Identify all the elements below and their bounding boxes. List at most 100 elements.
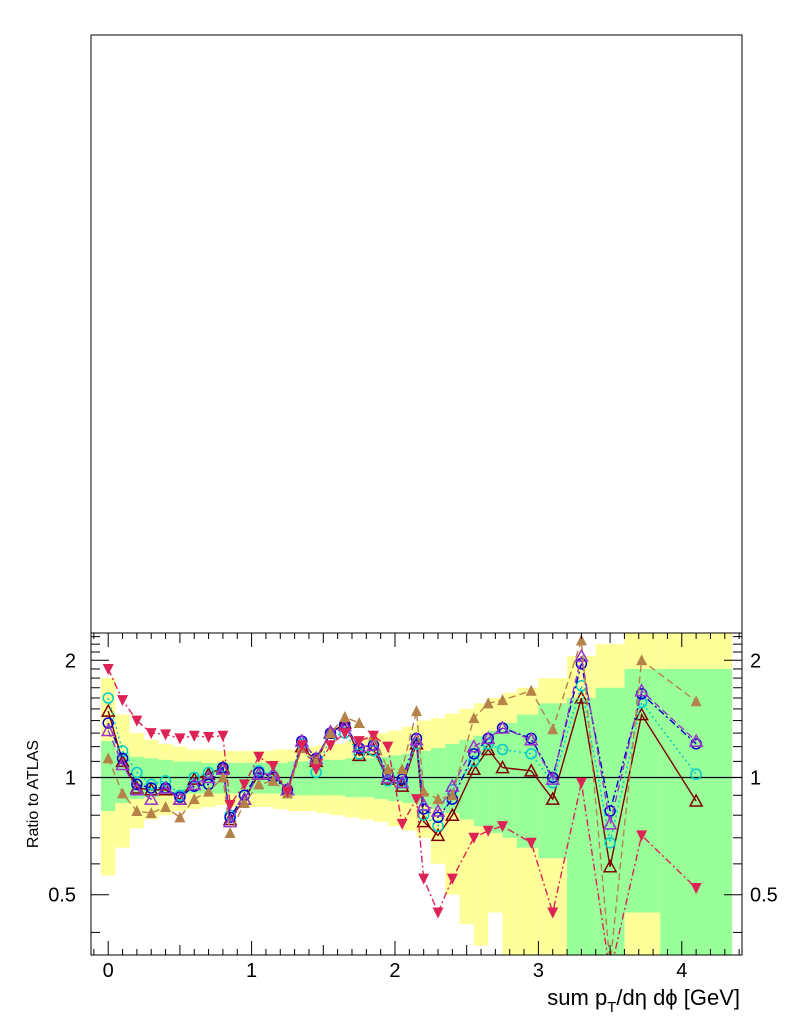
series-4-point-16 <box>324 727 336 739</box>
series-5-point-4 <box>160 729 172 741</box>
series-0 <box>100 690 704 873</box>
series-3-point-32 <box>602 816 618 830</box>
series-0-point-31 <box>574 690 589 704</box>
series-5-point-29 <box>525 837 537 849</box>
band-1-bin-28 <box>502 723 517 838</box>
band-1-bin-9 <box>230 762 245 794</box>
series-5-point-13 <box>281 786 293 798</box>
x-tick-label: 2 <box>389 960 400 982</box>
x-axis-label-main: sum p <box>547 985 607 1010</box>
band-1-bin-0 <box>101 741 116 812</box>
series-3-point-9 <box>222 814 238 828</box>
series-5-point-17 <box>339 728 351 740</box>
series-3-point-18 <box>351 739 367 753</box>
y-tick-label-left: 0.5 <box>48 885 76 907</box>
series-4-point-8 <box>217 771 229 783</box>
series-4-point-30 <box>547 723 559 735</box>
series-5-point-5 <box>174 733 186 745</box>
band-1-bin-34 <box>660 668 732 955</box>
series-5-point-6 <box>188 730 200 742</box>
series-3-point-31 <box>574 648 589 662</box>
series-5-point-1 <box>117 695 129 707</box>
series-5-point-0 <box>102 663 114 675</box>
series-4-point-21 <box>396 763 408 775</box>
series-5-point-34 <box>690 883 702 895</box>
series-5-point-8 <box>217 730 229 742</box>
series-5-point-30 <box>547 907 559 919</box>
ratio-panel: 0 1 2 3 4 0.5 0.5 1 1 2 2 <box>48 632 778 982</box>
series-5-point-9 <box>224 799 236 811</box>
series-4-point-18 <box>353 717 365 729</box>
series-2-point-26 <box>468 748 480 760</box>
series-3-point-26 <box>466 739 482 753</box>
series-5-point-32 <box>605 968 616 979</box>
series-4-point-24 <box>432 793 444 805</box>
series-3-point-7 <box>201 769 216 784</box>
series-5-point-12 <box>267 761 279 773</box>
y-tick-label-right: 1 <box>750 767 761 789</box>
series-4-point-10 <box>238 796 250 808</box>
series-1-point-3 <box>145 778 157 791</box>
series-5-point-31 <box>575 777 587 789</box>
series-0-point-18 <box>351 747 367 762</box>
series-3-point-6 <box>186 776 202 791</box>
series-0-point-25 <box>445 807 460 821</box>
series-2-point-0 <box>102 717 114 729</box>
series-4-point-28 <box>497 694 509 706</box>
series-2-point-32 <box>604 805 616 817</box>
series-4-point-1 <box>117 787 129 799</box>
series-3-point-1 <box>115 756 130 771</box>
band-1-bin-29 <box>516 714 539 848</box>
series-5-point-25 <box>446 873 458 885</box>
series-3-point-34 <box>688 733 704 747</box>
y-tick-label-right: 2 <box>750 650 761 672</box>
main-panel-frame <box>90 34 743 634</box>
series-3-point-23 <box>416 797 431 811</box>
series-3-point-4 <box>158 780 173 794</box>
series-4 <box>102 634 702 970</box>
series-4-point-32 <box>605 959 616 970</box>
series-5-point-18 <box>353 736 365 748</box>
series-0-point-27 <box>480 741 496 756</box>
series-3-point-5 <box>172 791 188 805</box>
ratio-panel-frame <box>90 632 743 956</box>
series-5-point-3 <box>145 728 157 740</box>
x-tick-label: 3 <box>533 960 544 982</box>
series-0-point-24 <box>430 827 446 842</box>
series-4-point-23 <box>418 785 430 797</box>
series-0-point-0 <box>100 703 116 717</box>
series-0-point-23 <box>416 814 431 828</box>
series-5-point-23 <box>418 873 430 885</box>
series-4-point-12 <box>267 774 279 786</box>
series-3-point-20 <box>380 769 396 784</box>
series-1-point-34 <box>690 768 702 780</box>
series-4-point-31 <box>575 634 587 646</box>
series-5-point-7 <box>203 732 215 744</box>
y-tick-label-right: 0.5 <box>750 885 778 907</box>
y-axis-label: Ratio to ATLAS <box>25 740 42 848</box>
series-4-point-5 <box>174 811 186 823</box>
x-axis-label-rest: /dη dϕ [GeV] <box>616 985 740 1010</box>
series-3-point-30 <box>545 771 560 785</box>
series-4-point-3 <box>145 807 157 819</box>
x-tick-label: 0 <box>103 960 114 982</box>
series-0-point-1 <box>115 753 130 768</box>
band-1-bin-5 <box>172 761 188 796</box>
series-5-point-28 <box>497 821 509 833</box>
series-5-point-15 <box>310 764 322 776</box>
series-5 <box>102 663 702 979</box>
series-4-point-17 <box>339 710 351 722</box>
axes: 0 1 2 3 4 0.5 0.5 1 1 2 2 <box>48 633 778 982</box>
series-5-point-33 <box>636 830 648 842</box>
band-1-bin-32 <box>595 687 625 955</box>
series-1-point-32 <box>604 836 616 849</box>
series-5-point-14 <box>296 740 308 752</box>
series-5-point-21 <box>396 818 408 830</box>
series-5-point-11 <box>253 751 265 763</box>
series-1-point-29 <box>525 748 537 760</box>
series-1-point-26 <box>468 755 480 768</box>
series-2-point-2 <box>131 778 143 791</box>
series-3-point-21 <box>394 775 410 789</box>
y-tick-label-left: 1 <box>65 767 76 789</box>
series-0-point-30 <box>545 791 560 805</box>
